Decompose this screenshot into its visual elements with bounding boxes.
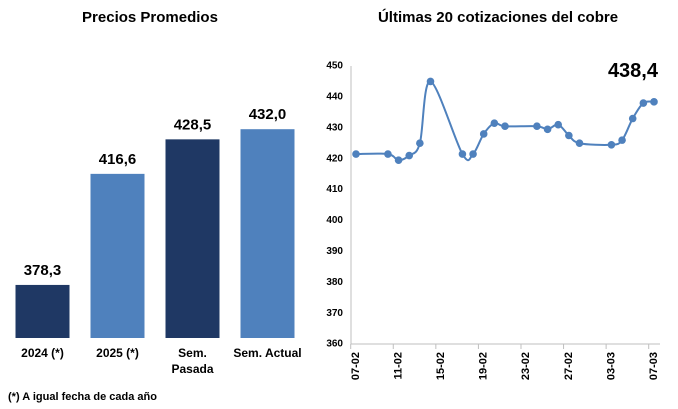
point [554,120,563,129]
x-tick-label: 15-02 [435,352,447,380]
point [501,122,509,131]
y-tick-label: 400 [326,215,343,226]
y-tick-label: 410 [326,184,343,195]
point [565,131,573,140]
point [458,150,467,158]
point [618,136,626,144]
x-tick-label: 19-02 [478,352,490,380]
point [416,139,424,148]
bar-title: Precios Promedios [82,9,218,26]
x-tick-label: Sem. Pasada [171,346,213,376]
x-tick-label: 27-02 [563,352,575,380]
point [384,150,392,158]
value-label: 416,6 [99,151,137,168]
point [394,156,403,165]
bar [165,139,220,338]
y-tick-label: 370 [326,308,343,319]
x-tick-label: 03-03 [605,352,617,380]
y-tick-label: 390 [326,246,343,257]
x-tick-label: 2025 (*) [96,346,139,360]
y-tick-label: 380 [326,277,343,288]
point [575,139,584,148]
point [533,122,541,131]
point [352,150,360,158]
line [355,80,655,162]
point [650,98,658,106]
x-tick-label: 2024 (*) [21,346,64,360]
bar [90,173,145,338]
bar [15,284,70,338]
value-label: 432,0 [249,106,287,123]
point [426,77,435,86]
point [469,150,477,158]
y-tick-label: 360 [326,339,343,350]
footnote: (*) A igual fecha de cada año [8,391,157,403]
point [639,99,648,107]
x-tick-label: 07-02 [350,352,362,380]
value-label: 438,4 [608,60,659,82]
y-tick-label: 430 [326,122,343,133]
point [479,130,488,138]
point [543,125,552,134]
line-title: Últimas 20 cotizaciones del cobre [378,8,618,26]
x-tick-label: 11-02 [392,352,404,380]
bar [240,129,295,338]
y-tick-label: 440 [326,92,343,103]
y-tick-label: 420 [326,153,343,164]
value-label: 378,3 [24,262,62,279]
point [628,114,637,123]
value-label: 428,5 [174,116,212,133]
x-tick-label: 07-03 [648,352,660,380]
x-tick-label: 23-02 [520,352,532,380]
y-tick-label: 450 [326,61,343,72]
point [490,119,499,127]
point [405,151,414,160]
point [607,140,616,149]
x-tick-label: Sem. Actual [233,346,301,360]
